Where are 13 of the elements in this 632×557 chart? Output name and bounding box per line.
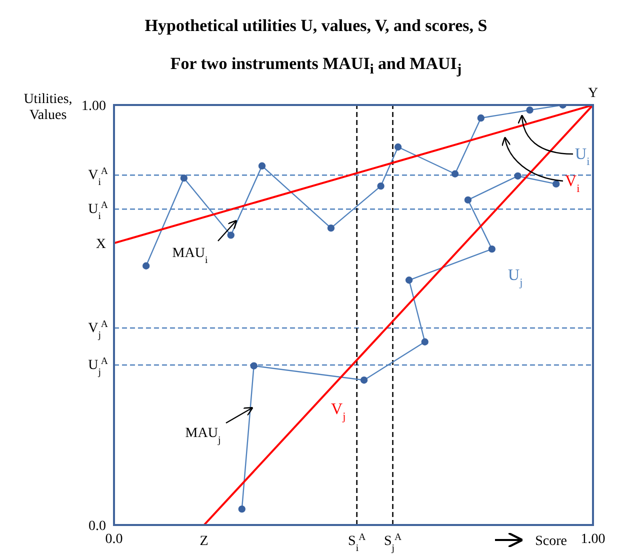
annotation: Z (200, 534, 208, 549)
annotation: Y (588, 86, 598, 101)
chart-subtitle: For two instruments MAUI$_{i}$ and MAUI$_{j}$ (169, 54, 463, 78)
text: V$_{i}$ (565, 173, 580, 195)
y-axis-title: Utilities, Values (24, 92, 72, 123)
series-label: U$_{j}$ (508, 267, 523, 289)
annotation: X (96, 237, 106, 252)
chart-title: Hypothetical utilities U, values, V, and scores, S (144, 16, 488, 36)
annotation: MAU$_{j}$ (185, 426, 221, 446)
annotation: MAU$_{i}$ (172, 246, 208, 266)
series-label: V$_{j}$ (331, 401, 346, 423)
x-axis-title: Score (535, 534, 567, 549)
text: U$_{i}$ (575, 146, 590, 168)
